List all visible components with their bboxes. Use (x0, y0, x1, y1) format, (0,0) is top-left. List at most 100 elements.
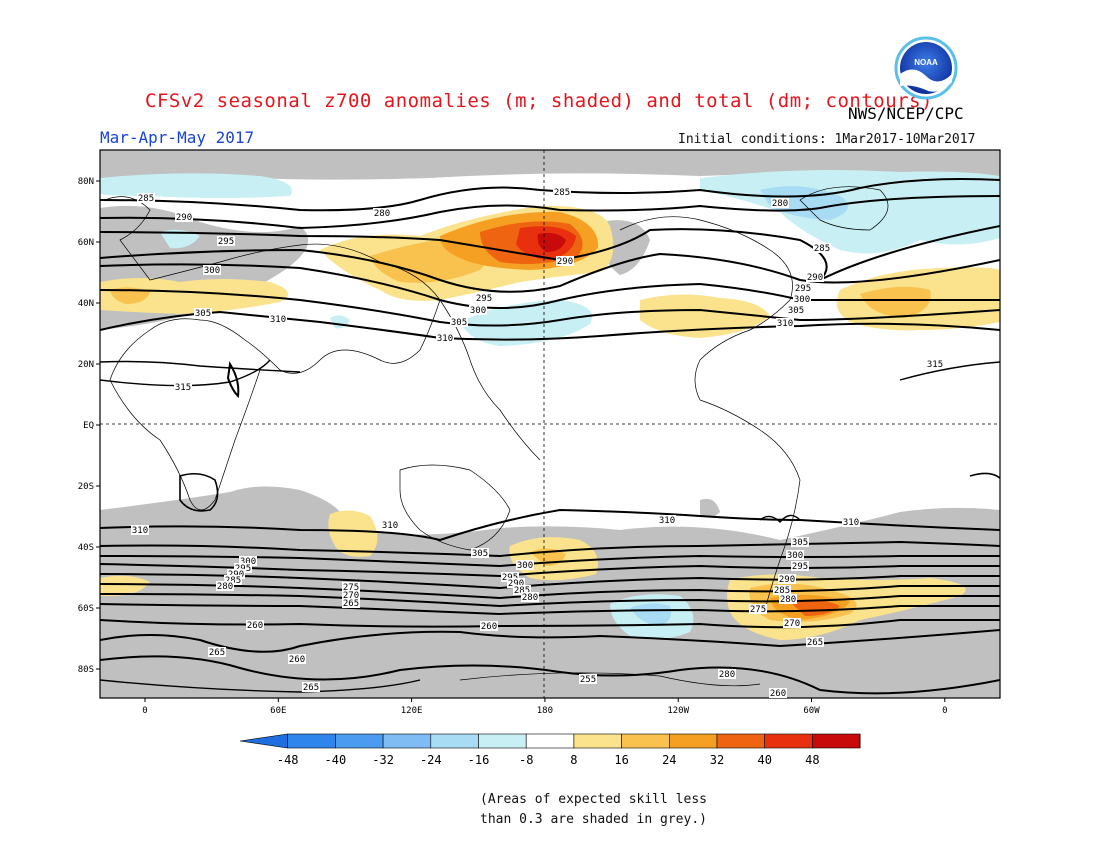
contour-label: 260 (247, 621, 263, 631)
contour-label-bg (224, 575, 242, 585)
contour-label-bg (791, 537, 809, 547)
contour-label: 315 (175, 383, 191, 393)
map-figure: NOAA (78, 36, 1001, 767)
contour-label-bg (793, 294, 811, 304)
lat-label: 60N (78, 238, 94, 248)
contour-label: 265 (209, 648, 225, 658)
contour-label: 255 (580, 675, 596, 685)
contour-label: 285 (514, 586, 530, 596)
lon-label: 60W (803, 706, 820, 716)
contour-label: 310 (382, 521, 398, 531)
colorbar-segment (812, 733, 861, 749)
contour-label: 310 (659, 516, 675, 526)
colorbar: -48 -40 -32 -24 -16 -8 8 16 24 32 40 48 (239, 733, 861, 767)
contour-label-bg (776, 318, 794, 328)
contour-label-bg (234, 563, 252, 573)
contour-label: 315 (927, 360, 943, 370)
contour-label: 305 (788, 306, 804, 316)
contour-label-bg (507, 578, 525, 588)
contour-label-bg (450, 317, 468, 327)
colorbar-segment (668, 733, 718, 749)
noaa-logo: NOAA (894, 36, 958, 100)
lat-label: 20N (78, 360, 94, 370)
contour-label-bg (778, 574, 796, 584)
contour-label-bg (217, 236, 235, 246)
contour-label-bg (806, 637, 824, 647)
skill-note-line2: than 0.3 are shaded in grey.) (480, 812, 707, 827)
contour-label-bg (769, 688, 787, 698)
contour-label: 290 (176, 213, 192, 223)
lat-label: 40S (78, 543, 94, 553)
contour-label-bg (469, 305, 487, 315)
colorbar-segment (287, 733, 336, 749)
contour-label-bg (436, 333, 454, 343)
lon-label: 180 (537, 706, 553, 716)
contour-label-bg (216, 581, 234, 591)
colorbar-label: 40 (757, 753, 771, 767)
contour-label-bg (718, 669, 736, 679)
contour-label-bg (203, 265, 221, 275)
contour-label-bg (381, 520, 399, 530)
contour-label-bg (269, 314, 287, 324)
contour-label: 290 (557, 257, 573, 267)
contour-label: 305 (451, 318, 467, 328)
colorbar-label: -40 (325, 753, 347, 767)
contour-label-bg (373, 208, 391, 218)
contour-label: 300 (204, 266, 220, 276)
contour-label: 275 (343, 583, 359, 593)
contour-label: 280 (772, 199, 788, 209)
contour-label-bg (749, 604, 767, 614)
contour-label-bg (773, 585, 791, 595)
colorbar-label: -16 (468, 753, 490, 767)
contour-label-bg (786, 550, 804, 560)
contour-label-bg (246, 620, 264, 630)
colorbar-segment (335, 733, 384, 749)
contour-label-bg (658, 515, 676, 525)
map-frame (99, 149, 1001, 699)
contour-label-bg (501, 572, 519, 582)
contour-label: 265 (343, 599, 359, 609)
colorbar-segment (621, 733, 670, 749)
noaa-logo-text: NOAA (914, 58, 938, 67)
colorbar-label: 32 (710, 753, 724, 767)
continents (104, 186, 889, 687)
lat-label: 60S (78, 604, 94, 614)
contour-label: 260 (770, 689, 786, 699)
contour-label: 305 (195, 309, 211, 319)
colorbar-label: -48 (277, 753, 299, 767)
contour-label-bg (288, 654, 306, 664)
contour-label-bg (475, 293, 493, 303)
contour-label: 280 (522, 593, 538, 603)
contour-label: 285 (774, 586, 790, 596)
contour-label: 290 (807, 273, 823, 283)
contour-label: 275 (750, 605, 766, 615)
contour-label-bg (239, 556, 257, 566)
latitude-labels: 80N 60N 40N 20N EQ 20S 40S 60S 80S (78, 177, 100, 675)
contour-label: 280 (374, 209, 390, 219)
lat-label: 20S (78, 482, 94, 492)
contour-label: 295 (795, 284, 811, 294)
contour-label-bg (131, 525, 149, 535)
skill-note-line1: (Areas of expected skill less (480, 792, 707, 807)
map-plot-area (100, 150, 1000, 698)
colorbar-label: 8 (570, 753, 577, 767)
contour-label-bg (806, 272, 824, 282)
contour-label: 305 (472, 549, 488, 559)
contour-label-bg (342, 598, 360, 608)
contour-label: 280 (719, 670, 735, 680)
negative-anomaly-shading (100, 170, 1000, 640)
colorbar-arrow-left (239, 733, 289, 749)
colorbar-segment (573, 733, 622, 749)
contour-label: 260 (289, 655, 305, 665)
colorbar-label: -8 (519, 753, 533, 767)
lon-label: 60E (270, 706, 286, 716)
lat-label: 40N (78, 299, 94, 309)
contour-label-bg (208, 647, 226, 657)
contour-label-bg (513, 585, 531, 595)
contour-label-bg (471, 548, 489, 558)
contour-label: 285 (814, 244, 830, 254)
contour-label: 280 (780, 595, 796, 605)
contour-label-bg (813, 243, 831, 253)
lon-label: 0 (142, 706, 147, 716)
contour-label-bg (787, 305, 805, 315)
